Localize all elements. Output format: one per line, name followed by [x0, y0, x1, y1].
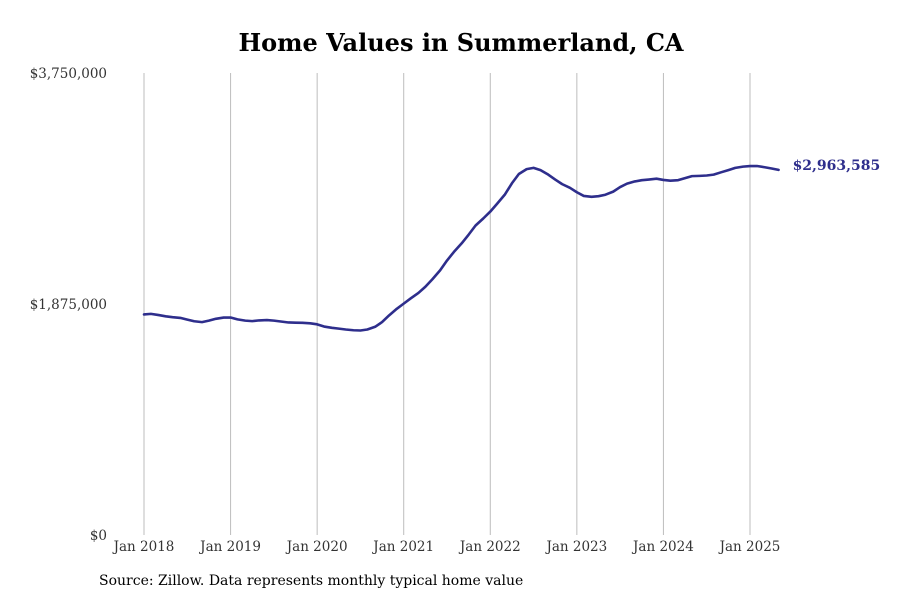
y-tick-label: $0: [90, 528, 107, 544]
x-tick-label: Jan 2019: [198, 539, 261, 555]
y-axis: $0 $1,875,000 $3,750,000: [30, 66, 107, 544]
y-tick-label: $3,750,000: [30, 66, 107, 82]
x-tick-label: Jan 2023: [544, 539, 607, 555]
x-tick-label: Jan 2020: [285, 539, 348, 555]
x-tick-label: Jan 2021: [371, 539, 434, 555]
x-axis: Jan 2018 Jan 2019 Jan 2020 Jan 2021 Jan 2022…: [112, 539, 781, 555]
y-tick-label: $1,875,000: [30, 297, 107, 313]
source-note: Source: Zillow. Data represents monthly …: [99, 573, 524, 589]
gridlines: [143, 73, 751, 535]
x-tick-label: Jan 2024: [631, 539, 694, 555]
x-tick-label: Jan 2018: [112, 539, 175, 555]
x-tick-label: Jan 2022: [458, 539, 521, 555]
end-value-label: $2,963,585: [793, 158, 881, 174]
x-tick-label: Jan 2025: [718, 539, 781, 555]
chart-title: Home Values in Summerland, CA: [238, 28, 684, 57]
series-line: [142, 164, 780, 332]
